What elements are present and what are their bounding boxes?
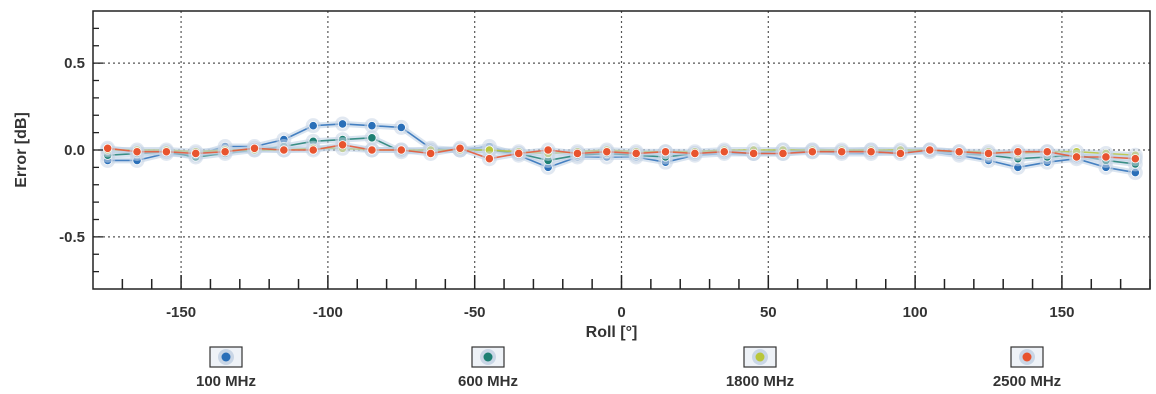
- data-point: [1042, 147, 1052, 157]
- data-point: [866, 147, 876, 157]
- series-2500-mhz: [100, 137, 1143, 167]
- data-point: [308, 145, 318, 155]
- data-point: [925, 145, 935, 155]
- data-point: [396, 145, 406, 155]
- data-point: [543, 145, 553, 155]
- data-point: [749, 148, 759, 159]
- x-tick-label: 150: [1049, 304, 1074, 321]
- data-point: [602, 147, 612, 157]
- legend-label: 600 MHz: [458, 373, 518, 390]
- data-point: [220, 147, 230, 157]
- legend-swatch-marker: [483, 352, 493, 362]
- legend-item: 600 MHz: [458, 346, 518, 390]
- y-tick-label: 0.0: [64, 142, 85, 159]
- legend-swatch-marker: [755, 352, 765, 362]
- x-tick-label: -150: [166, 304, 196, 321]
- legend-label: 1800 MHz: [726, 373, 794, 390]
- data-point: [514, 148, 524, 159]
- data-point: [103, 143, 113, 153]
- y-axis-ticks: 0.5 0.0 -0.5: [59, 27, 103, 273]
- data-point: [396, 122, 406, 133]
- x-tick-label: 0: [617, 304, 625, 321]
- x-tick-label: -100: [313, 304, 343, 321]
- x-tick-label: 50: [760, 304, 777, 321]
- data-point: [837, 147, 847, 157]
- legend-swatch-marker: [1022, 352, 1032, 362]
- data-point: [484, 154, 494, 164]
- legend-item: 2500 MHz: [993, 346, 1061, 390]
- x-axis-ticks: -150 -100 -50 0 50 100 150: [121, 275, 1151, 321]
- data-point: [308, 121, 318, 131]
- x-tick-label: -50: [464, 304, 486, 321]
- legend-swatch-marker: [221, 352, 231, 362]
- data-point: [191, 148, 201, 159]
- legend-label: 100 MHz: [196, 373, 256, 390]
- data-point: [778, 148, 788, 159]
- y-tick-label: 0.5: [64, 55, 85, 72]
- x-axis-title: Roll [°]: [586, 324, 638, 341]
- data-point: [954, 147, 964, 157]
- data-point: [1013, 147, 1023, 157]
- data-point: [660, 147, 671, 157]
- legend-item: 100 MHz: [196, 346, 256, 390]
- data-point: [690, 148, 700, 159]
- data-point: [572, 148, 583, 159]
- data-point: [631, 148, 641, 159]
- data-point: [455, 143, 465, 153]
- data-point: [983, 148, 994, 159]
- data-point: [279, 145, 289, 155]
- series-group: [100, 116, 1143, 181]
- y-axis-title: Error [dB]: [13, 112, 30, 188]
- data-point: [367, 145, 377, 155]
- legend-item: 1800 MHz: [726, 346, 794, 390]
- data-point: [426, 148, 436, 159]
- legend: 100 MHz 600 MHz 1800 MHz 2500 MHz: [196, 346, 1061, 390]
- data-point: [1130, 154, 1140, 164]
- data-point: [337, 119, 348, 129]
- data-point: [895, 148, 906, 159]
- data-point: [719, 147, 729, 157]
- data-point: [249, 143, 260, 153]
- data-point: [807, 147, 817, 157]
- data-point: [367, 121, 377, 131]
- y-tick-label: -0.5: [59, 229, 85, 246]
- data-point: [367, 133, 377, 143]
- data-point: [1101, 152, 1111, 162]
- legend-label: 2500 MHz: [993, 373, 1061, 390]
- data-point: [1071, 152, 1082, 162]
- x-tick-label: 100: [903, 304, 928, 321]
- data-point: [161, 147, 172, 157]
- data-point: [337, 140, 348, 150]
- data-point: [132, 147, 142, 157]
